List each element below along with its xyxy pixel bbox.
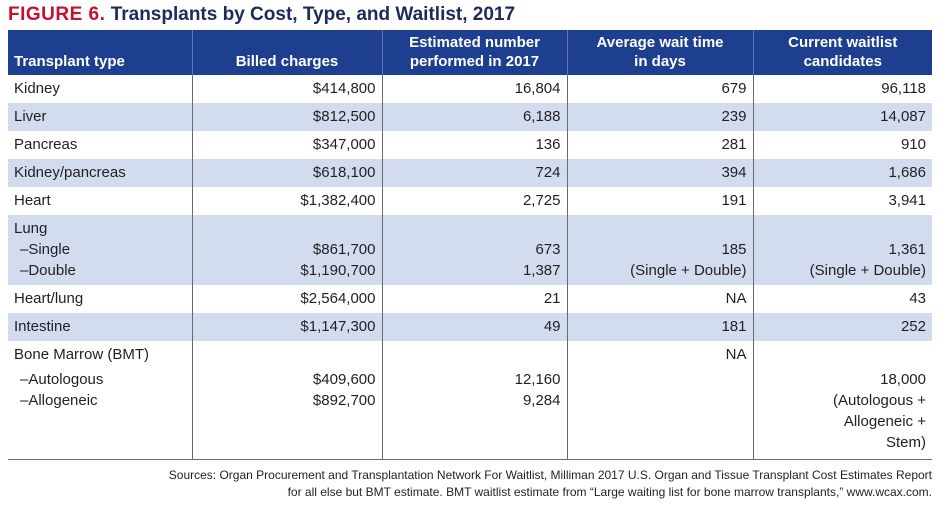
cell-number: 2,725	[381, 187, 567, 215]
bmt-autologous-label: –Autologous	[20, 371, 104, 388]
bmt-autologous-charges: $409,600	[312, 371, 376, 388]
table-row-liver: Liver $812,500 6,188 239 14,087	[8, 103, 932, 131]
cell-waitlist: 1,361 (Single + Double)	[752, 215, 932, 285]
header-current-waitlist-line1: Current waitlist	[788, 34, 898, 51]
cell-number: 21	[381, 285, 567, 313]
bmt-waitlist-note1: (Autologous +	[833, 392, 926, 409]
figure-number: FIGURE 6.	[8, 4, 106, 25]
cell-charges: $618,100	[191, 159, 382, 187]
table-row-pancreas: Pancreas $347,000 136 281 910	[8, 131, 932, 159]
header-transplant-type: Transplant type	[8, 30, 192, 75]
bmt-label: Bone Marrow (BMT)	[14, 346, 150, 363]
cell-type: Kidney	[14, 80, 60, 97]
cell-type: Kidney/pancreas	[8, 159, 192, 187]
cell-charges: $409,600 $892,700	[191, 341, 382, 460]
cell-waitlist: 1,686	[752, 159, 932, 187]
cell-charges: $861,700 $1,190,700	[191, 215, 382, 285]
lung-waitlist-note: (Single + Double)	[809, 262, 926, 279]
header-row: Transplant type Billed charges Estimated…	[8, 30, 932, 75]
cell-waitlist: 14,087	[752, 103, 932, 131]
cell-type: Heart/lung	[14, 290, 84, 307]
lung-label: Lung	[14, 220, 48, 237]
cell-charges: $1,382,400	[191, 187, 382, 215]
cell-charges: $812,500	[191, 103, 382, 131]
lung-double-charges: $1,190,700	[300, 262, 376, 279]
lung-wait-note: (Single + Double)	[630, 262, 747, 279]
bmt-allogeneic-charges: $892,700	[312, 392, 376, 409]
cell-waitlist: 252	[752, 313, 932, 341]
table-row-kidney-pancreas: Kidney/pancreas $618,100 724 394 1,686	[8, 159, 932, 187]
lung-double-label: –Double	[20, 262, 76, 279]
cell-number: 12,160 9,284	[381, 341, 567, 460]
sources-line2: for all else but BMT estimate. BMT waitl…	[287, 485, 932, 499]
bmt-wait: NA	[725, 346, 747, 363]
table-row-intestine: Intestine $1,147,300 49 181 252	[8, 313, 932, 341]
bmt-allogeneic-number: 9,284	[522, 392, 561, 409]
lung-waitlist: 1,361	[888, 241, 926, 258]
cell-type: Heart	[14, 192, 51, 209]
figure-title-text: Transplants by Cost, Type, and Waitlist,…	[110, 4, 516, 25]
header-billed-charges: Billed charges	[191, 30, 382, 75]
bmt-waitlist: 18,000	[880, 371, 926, 388]
cell-wait: 185 (Single + Double)	[566, 215, 753, 285]
cell-number: 673 1,387	[381, 215, 567, 285]
header-estimated-number: Estimated number performed in 2017	[381, 30, 567, 75]
figure-title: FIGURE 6. Transplants by Cost, Type, and…	[8, 4, 515, 26]
cell-type: Intestine	[8, 313, 192, 341]
cell-waitlist: 43	[752, 285, 932, 313]
cell-wait: 394	[566, 159, 753, 187]
cell-wait: 239	[566, 103, 753, 131]
lung-double-number: 1,387	[522, 262, 561, 279]
cell-wait: 281	[566, 131, 753, 159]
table-row-heart-lung: Heart/lung $2,564,000 21 NA 43	[8, 285, 932, 313]
cell-waitlist: 3,941	[752, 187, 932, 215]
cell-charges: $2,564,000	[191, 285, 382, 313]
cell-type: Bone Marrow (BMT) –Autologous –Allogenei…	[8, 341, 192, 460]
cell-wait: 679	[566, 75, 753, 103]
bmt-waitlist-note2: Allogeneic +	[843, 413, 926, 430]
cell-wait: NA	[566, 285, 753, 313]
header-estimated-number-line1: Estimated number	[409, 34, 540, 51]
header-average-wait-line2: in days	[634, 53, 686, 70]
table-row-bone-marrow: Bone Marrow (BMT) –Autologous –Allogenei…	[8, 341, 932, 460]
cell-number: 6,188	[381, 103, 567, 131]
cell-charges: $1,147,300	[191, 313, 382, 341]
cell-type: Pancreas	[14, 136, 78, 153]
cell-wait: 191	[566, 187, 753, 215]
header-average-wait: Average wait time in days	[566, 30, 753, 75]
header-current-waitlist-line2: candidates	[803, 53, 882, 70]
cell-number: 16,804	[381, 75, 567, 103]
cell-number: 136	[381, 131, 567, 159]
bmt-waitlist-note3: Stem)	[885, 434, 926, 451]
cell-wait: 181	[566, 313, 753, 341]
cell-type: Lung –Single –Double	[8, 215, 192, 285]
transplant-table: Transplant type Billed charges Estimated…	[8, 30, 932, 460]
table-row-heart: Heart $1,382,400 2,725 191 3,941	[8, 187, 932, 215]
cell-charges: $347,000	[191, 131, 382, 159]
sources-note: Sources: Organ Procurement and Transplan…	[8, 467, 932, 501]
cell-charges: $414,800	[191, 75, 382, 103]
table-row-lung: Lung –Single –Double $861,700 $1,190,700…	[8, 215, 932, 285]
table-row-kidney: Kidney $414,800 16,804 679 96,118	[8, 75, 932, 103]
sources-line1: Sources: Organ Procurement and Transplan…	[168, 468, 932, 482]
lung-single-charges: $861,700	[312, 241, 376, 258]
cell-wait: NA	[566, 341, 753, 460]
cell-waitlist: 96,118	[752, 75, 932, 103]
cell-type: Liver	[8, 103, 192, 131]
cell-waitlist: 910	[752, 131, 932, 159]
header-current-waitlist: Current waitlist candidates	[752, 30, 932, 75]
lung-wait: 185	[721, 241, 747, 258]
header-estimated-number-line2: performed in 2017	[409, 53, 540, 70]
cell-waitlist: 18,000 (Autologous + Allogeneic + Stem)	[752, 341, 932, 460]
bmt-autologous-number: 12,160	[514, 371, 561, 388]
bmt-allogeneic-label: –Allogeneic	[20, 392, 98, 409]
lung-single-number: 673	[535, 241, 561, 258]
lung-single-label: –Single	[20, 241, 71, 258]
header-average-wait-line1: Average wait time	[596, 34, 724, 51]
cell-number: 49	[381, 313, 567, 341]
cell-number: 724	[381, 159, 567, 187]
